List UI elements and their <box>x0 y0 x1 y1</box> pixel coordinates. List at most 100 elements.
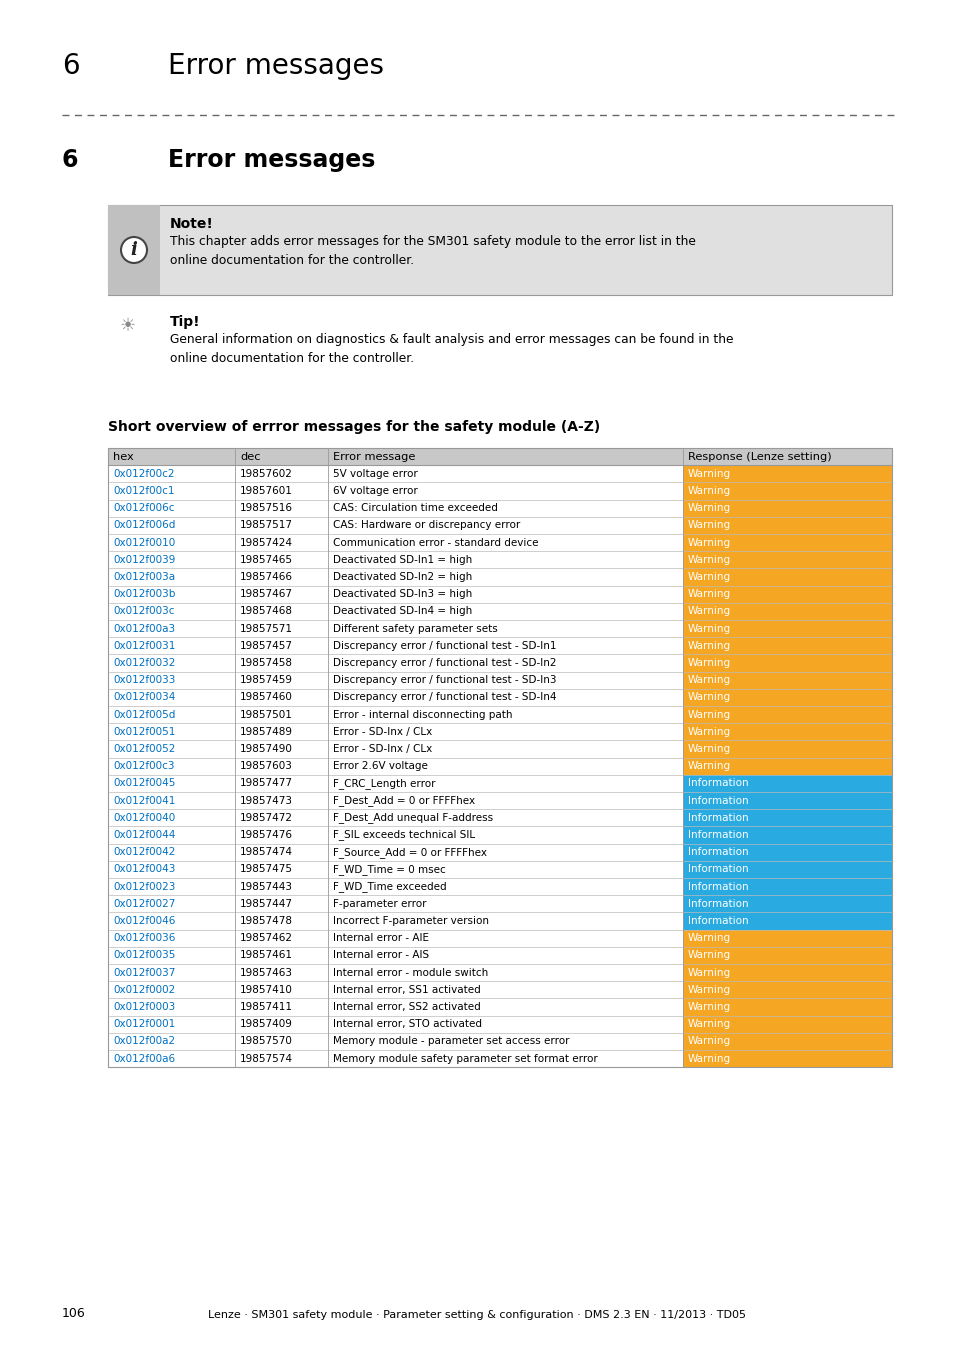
Text: 19857475: 19857475 <box>240 864 293 875</box>
Text: F_CRC_Length error: F_CRC_Length error <box>333 778 435 788</box>
Text: Information: Information <box>687 779 747 788</box>
Text: 19857478: 19857478 <box>240 917 293 926</box>
Text: Discrepancy error / functional test - SD-In3: Discrepancy error / functional test - SD… <box>333 675 556 686</box>
Text: 0x012f0034: 0x012f0034 <box>112 693 175 702</box>
Text: 0x012f0051: 0x012f0051 <box>112 726 175 737</box>
Text: 0x012f006d: 0x012f006d <box>112 520 175 531</box>
Text: 19857571: 19857571 <box>240 624 293 633</box>
Bar <box>682 551 891 568</box>
Text: 0x012f0002: 0x012f0002 <box>112 984 175 995</box>
Text: 19857424: 19857424 <box>240 537 293 548</box>
Bar <box>108 1033 682 1050</box>
Bar <box>682 895 891 913</box>
Bar <box>108 637 682 655</box>
Text: F-parameter error: F-parameter error <box>333 899 426 909</box>
Text: 106: 106 <box>62 1307 86 1320</box>
Bar <box>682 535 891 551</box>
Text: Internal error - AIE: Internal error - AIE <box>333 933 428 944</box>
Text: 19857457: 19857457 <box>240 641 293 651</box>
Bar <box>682 688 891 706</box>
Text: 19857601: 19857601 <box>240 486 293 495</box>
Text: Information: Information <box>687 795 747 806</box>
Text: CAS: Hardware or discrepancy error: CAS: Hardware or discrepancy error <box>333 520 519 531</box>
Text: Warning: Warning <box>687 504 730 513</box>
Text: 0x012f0043: 0x012f0043 <box>112 864 175 875</box>
Text: 19857443: 19857443 <box>240 882 293 891</box>
Text: 19857477: 19857477 <box>240 779 293 788</box>
Text: 0x012f0035: 0x012f0035 <box>112 950 175 960</box>
Text: Warning: Warning <box>687 761 730 771</box>
Bar <box>108 981 682 999</box>
Bar <box>682 603 891 620</box>
Bar <box>682 637 891 655</box>
Bar <box>108 964 682 981</box>
Text: Response (Lenze setting): Response (Lenze setting) <box>687 452 830 462</box>
Text: 19857462: 19857462 <box>240 933 293 944</box>
Text: 19857490: 19857490 <box>240 744 293 755</box>
Bar <box>108 740 682 757</box>
Text: 0x012f0001: 0x012f0001 <box>112 1019 175 1029</box>
Text: Warning: Warning <box>687 606 730 617</box>
Bar <box>682 757 891 775</box>
Text: 19857473: 19857473 <box>240 795 293 806</box>
Text: 19857411: 19857411 <box>240 1002 293 1012</box>
Bar <box>682 913 891 930</box>
Bar <box>682 964 891 981</box>
Text: Warning: Warning <box>687 468 730 479</box>
Text: Warning: Warning <box>687 675 730 686</box>
Text: Information: Information <box>687 917 747 926</box>
Bar <box>108 517 682 535</box>
Text: Warning: Warning <box>687 984 730 995</box>
Text: Error - SD-Inx / CLx: Error - SD-Inx / CLx <box>333 744 432 755</box>
Text: 0x012f00c3: 0x012f00c3 <box>112 761 174 771</box>
Bar <box>682 878 891 895</box>
Text: 19857467: 19857467 <box>240 589 293 599</box>
Bar <box>108 448 891 466</box>
Text: 19857447: 19857447 <box>240 899 293 909</box>
Text: Information: Information <box>687 864 747 875</box>
Text: Internal error - module switch: Internal error - module switch <box>333 968 487 977</box>
Bar <box>108 999 682 1015</box>
Text: 19857465: 19857465 <box>240 555 293 564</box>
Bar <box>682 671 891 689</box>
Text: 19857461: 19857461 <box>240 950 293 960</box>
Text: F_Source_Add = 0 or FFFFhex: F_Source_Add = 0 or FFFFhex <box>333 846 486 857</box>
Text: Warning: Warning <box>687 486 730 495</box>
Text: 19857460: 19857460 <box>240 693 293 702</box>
Bar <box>682 706 891 724</box>
Bar <box>682 999 891 1015</box>
Text: 0x012f0042: 0x012f0042 <box>112 848 175 857</box>
Text: Warning: Warning <box>687 1037 730 1046</box>
Text: 6: 6 <box>62 148 78 171</box>
Bar <box>108 620 682 637</box>
Text: 0x012f0023: 0x012f0023 <box>112 882 175 891</box>
Text: Information: Information <box>687 830 747 840</box>
Text: 0x012f0010: 0x012f0010 <box>112 537 175 548</box>
Text: General information on diagnostics & fault analysis and error messages can be fo: General information on diagnostics & fau… <box>170 333 733 364</box>
Text: 0x012f0046: 0x012f0046 <box>112 917 175 926</box>
Text: Warning: Warning <box>687 520 730 531</box>
Text: Error - internal disconnecting path: Error - internal disconnecting path <box>333 710 512 720</box>
Text: 0x012f0044: 0x012f0044 <box>112 830 175 840</box>
Bar <box>682 1050 891 1068</box>
Text: Memory module safety parameter set format error: Memory module safety parameter set forma… <box>333 1053 597 1064</box>
Text: 0x012f00c1: 0x012f00c1 <box>112 486 174 495</box>
Text: Information: Information <box>687 848 747 857</box>
Bar <box>682 844 891 861</box>
Text: Warning: Warning <box>687 950 730 960</box>
Text: 19857574: 19857574 <box>240 1053 293 1064</box>
Bar <box>682 466 891 482</box>
Text: 19857409: 19857409 <box>240 1019 293 1029</box>
Text: Deactivated SD-In1 = high: Deactivated SD-In1 = high <box>333 555 472 564</box>
Bar <box>108 946 682 964</box>
Bar <box>108 500 682 517</box>
Text: F_WD_Time exceeded: F_WD_Time exceeded <box>333 882 446 892</box>
Bar <box>108 448 891 1068</box>
Text: 19857489: 19857489 <box>240 726 293 737</box>
Text: Warning: Warning <box>687 1019 730 1029</box>
Text: Internal error - AIS: Internal error - AIS <box>333 950 428 960</box>
Bar <box>108 1050 682 1068</box>
Bar <box>682 655 891 671</box>
Text: Information: Information <box>687 882 747 891</box>
Text: 6V voltage error: 6V voltage error <box>333 486 416 495</box>
